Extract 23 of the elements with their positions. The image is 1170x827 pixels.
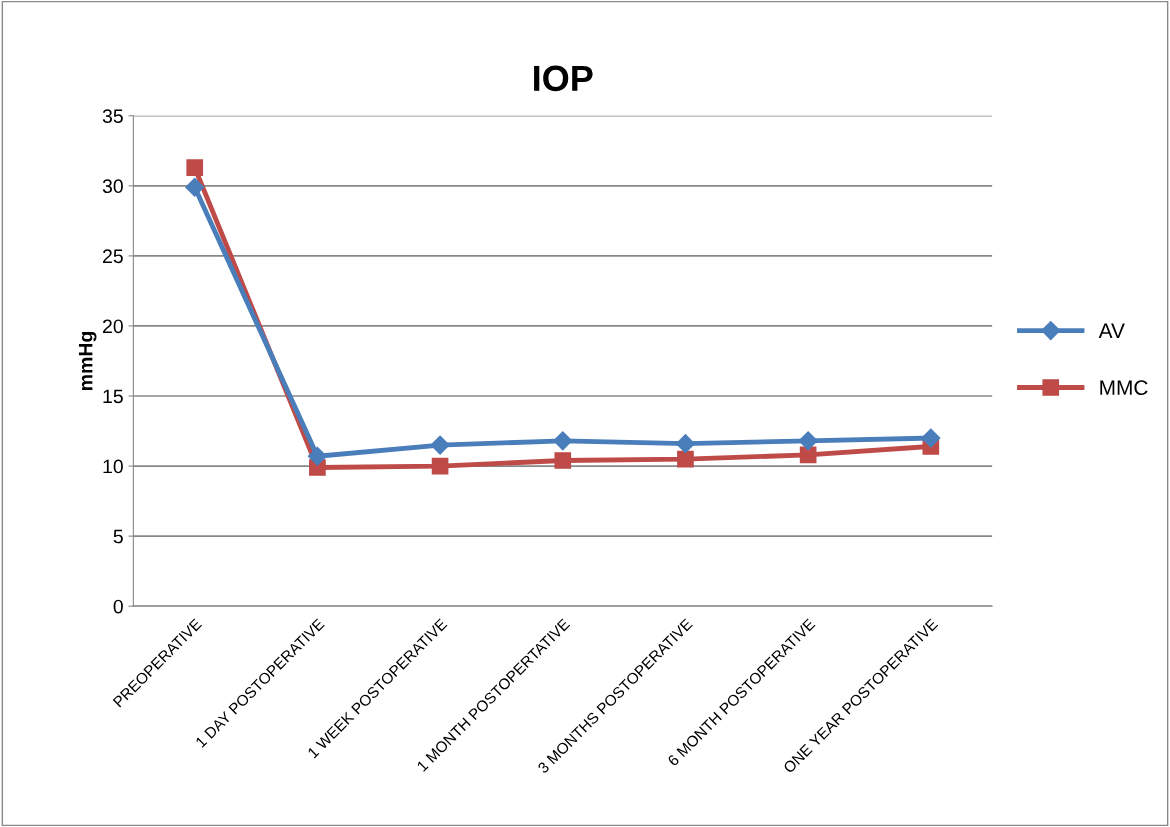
y-tick-label: 25	[103, 249, 123, 264]
y-axis-title: mmHg	[78, 332, 97, 390]
y-tick-label: 15	[103, 389, 123, 404]
point	[553, 431, 573, 451]
y-tick-label: 0	[113, 599, 123, 614]
point	[675, 434, 695, 454]
point	[554, 452, 572, 469]
point	[921, 428, 941, 448]
legend-label: AV	[1098, 323, 1125, 338]
point	[431, 457, 449, 475]
point	[430, 435, 450, 455]
y-tick-label: 20	[103, 319, 123, 334]
point	[798, 431, 818, 451]
point	[186, 159, 204, 176]
point	[307, 446, 327, 466]
y-tick-label: 35	[102, 109, 123, 124]
point	[185, 177, 205, 197]
legend-label: MMC	[1100, 380, 1148, 396]
point	[677, 450, 694, 468]
chart-title: IOP	[534, 65, 593, 92]
y-tick-label: 5	[113, 529, 123, 544]
y-tick-label: 10	[103, 459, 123, 474]
y-tick-label: 30	[102, 179, 123, 194]
